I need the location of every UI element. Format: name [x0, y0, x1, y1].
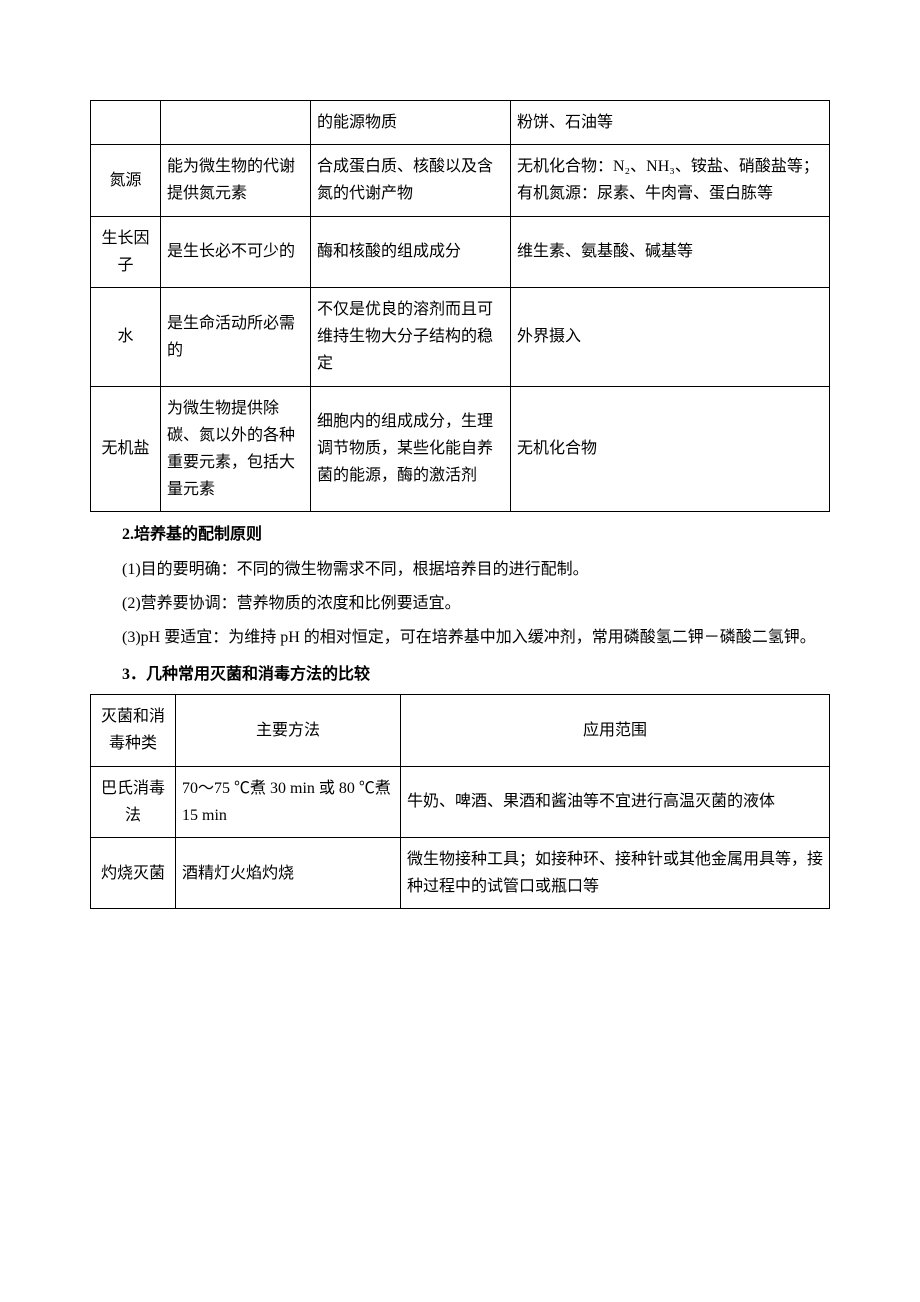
sterilization-table: 灭菌和消毒种类 主要方法 应用范围 巴氏消毒法 70～75 ℃煮 30 min …: [90, 694, 830, 909]
cell-col1: 水: [91, 287, 161, 386]
cell-col3: 细胞内的组成成分，生理调节物质，某些化能自养菌的能源，酶的激活剂: [311, 386, 511, 512]
cell-col1: [91, 101, 161, 145]
cell-col4: 无机化合物: [511, 386, 830, 512]
cell-col1: 巴氏消毒法: [91, 766, 176, 837]
para-2-1: (1)目的要明确：不同的微生物需求不同，根据培养目的进行配制。: [90, 555, 830, 585]
cell-col3: 酶和核酸的组成成分: [311, 216, 511, 287]
cell-col1: 灼烧灭菌: [91, 837, 176, 908]
table-header-row: 灭菌和消毒种类 主要方法 应用范围: [91, 695, 830, 766]
cell-col3: 不仅是优良的溶剂而且可维持生物大分子结构的稳定: [311, 287, 511, 386]
cell-col3: 的能源物质: [311, 101, 511, 145]
cell-col2: 为微生物提供除碳、氮以外的各种重要元素，包括大量元素: [161, 386, 311, 512]
table-row: 巴氏消毒法 70～75 ℃煮 30 min 或 80 ℃煮 15 min 牛奶、…: [91, 766, 830, 837]
para-2-2: (2)营养要协调：营养物质的浓度和比例要适宜。: [90, 589, 830, 619]
table-row: 水 是生命活动所必需的 不仅是优良的溶剂而且可维持生物大分子结构的稳定 外界摄入: [91, 287, 830, 386]
nutrients-table: 的能源物质 粉饼、石油等 氮源 能为微生物的代谢提供氮元素 合成蛋白质、核酸以及…: [90, 100, 830, 512]
cell-col2: 能为微生物的代谢提供氮元素: [161, 145, 311, 216]
para-2-3: (3)pH 要适宜：为维持 pH 的相对恒定，可在培养基中加入缓冲剂，常用磷酸氢…: [90, 623, 830, 653]
cell-col1: 生长因子: [91, 216, 161, 287]
header-col1: 灭菌和消毒种类: [91, 695, 176, 766]
cell-col4: 粉饼、石油等: [511, 101, 830, 145]
table-row: 无机盐 为微生物提供除碳、氮以外的各种重要元素，包括大量元素 细胞内的组成成分，…: [91, 386, 830, 512]
cell-col2: [161, 101, 311, 145]
cell-col3: 微生物接种工具；如接种环、接种针或其他金属用具等，接种过程中的试管口或瓶口等: [401, 837, 830, 908]
table-row: 氮源 能为微生物的代谢提供氮元素 合成蛋白质、核酸以及含氮的代谢产物 无机化合物…: [91, 145, 830, 216]
table-row: 的能源物质 粉饼、石油等: [91, 101, 830, 145]
table-row: 生长因子 是生长必不可少的 酶和核酸的组成成分 维生素、氨基酸、碱基等: [91, 216, 830, 287]
cell-col2: 70～75 ℃煮 30 min 或 80 ℃煮 15 min: [176, 766, 401, 837]
cell-col2: 是生长必不可少的: [161, 216, 311, 287]
section-2-heading: 2.培养基的配制原则: [90, 520, 830, 550]
cell-col4: 外界摄入: [511, 287, 830, 386]
cell-col2: 是生命活动所必需的: [161, 287, 311, 386]
cell-col4: 维生素、氨基酸、碱基等: [511, 216, 830, 287]
cell-col4: 无机化合物：N₂、NH₃、铵盐、硝酸盐等；有机氮源：尿素、牛肉膏、蛋白胨等: [511, 145, 830, 216]
cell-col1: 无机盐: [91, 386, 161, 512]
cell-col1: 氮源: [91, 145, 161, 216]
cell-col3: 合成蛋白质、核酸以及含氮的代谢产物: [311, 145, 511, 216]
cell-col3: 牛奶、啤酒、果酒和酱油等不宜进行高温灭菌的液体: [401, 766, 830, 837]
section-3-heading: 3．几种常用灭菌和消毒方法的比较: [90, 660, 830, 690]
cell-col2: 酒精灯火焰灼烧: [176, 837, 401, 908]
header-col2: 主要方法: [176, 695, 401, 766]
header-col3: 应用范围: [401, 695, 830, 766]
table-row: 灼烧灭菌 酒精灯火焰灼烧 微生物接种工具；如接种环、接种针或其他金属用具等，接种…: [91, 837, 830, 908]
